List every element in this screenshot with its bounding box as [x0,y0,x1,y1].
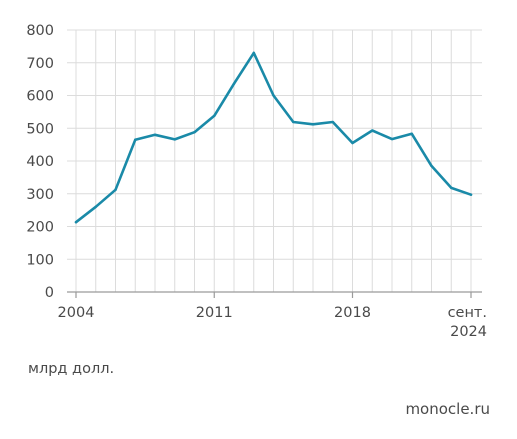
y-tick-label: 200 [26,220,54,236]
data-point [410,132,413,136]
x-tick-label: 2004 [58,305,95,321]
y-tick-label: 800 [26,23,54,39]
data-point [74,221,78,224]
x-tick-label: 2011 [196,305,233,321]
data-point [390,137,394,141]
data-point [94,205,97,209]
data-point [331,120,334,124]
data-point [371,129,374,132]
data-point [450,186,453,190]
data-point [430,164,433,168]
series-layer [74,51,473,224]
data-point [173,138,176,141]
data-point [153,133,157,136]
x-tick-label: 2018 [334,305,371,321]
data-point [469,193,473,196]
data-point [193,130,196,134]
data-point [351,141,354,145]
y-tick-label: 300 [26,187,54,203]
y-tick-label: 400 [26,154,54,170]
x-tick-label: 2024 [450,324,487,340]
y-axis-tick-labels: 0 100 200 300 400 500 600 700 800 [26,23,54,301]
data-point [292,120,295,124]
source-label: monocle.ru [405,400,490,418]
data-point [114,188,117,192]
y-tick-label: 500 [26,121,54,137]
data-point [252,51,255,55]
x-tick-label: сент. [448,305,487,321]
data-point [213,114,216,118]
y-tick-label: 0 [45,285,54,301]
line-chart: 0 100 200 300 400 500 600 700 800 2004 2011 2018 се… [26,23,487,340]
horizontal-gridlines [67,29,482,293]
data-point [232,82,236,85]
y-tick-label: 600 [26,89,54,105]
y-tick-label: 700 [26,56,54,72]
data-point [134,138,137,141]
x-axis-tick-labels: 2004 2011 2018 сент. 2024 [58,292,487,340]
data-point [272,94,275,97]
y-tick-label: 100 [26,252,54,268]
data-point [311,123,315,126]
unit-label: млрд долл. [28,361,115,377]
